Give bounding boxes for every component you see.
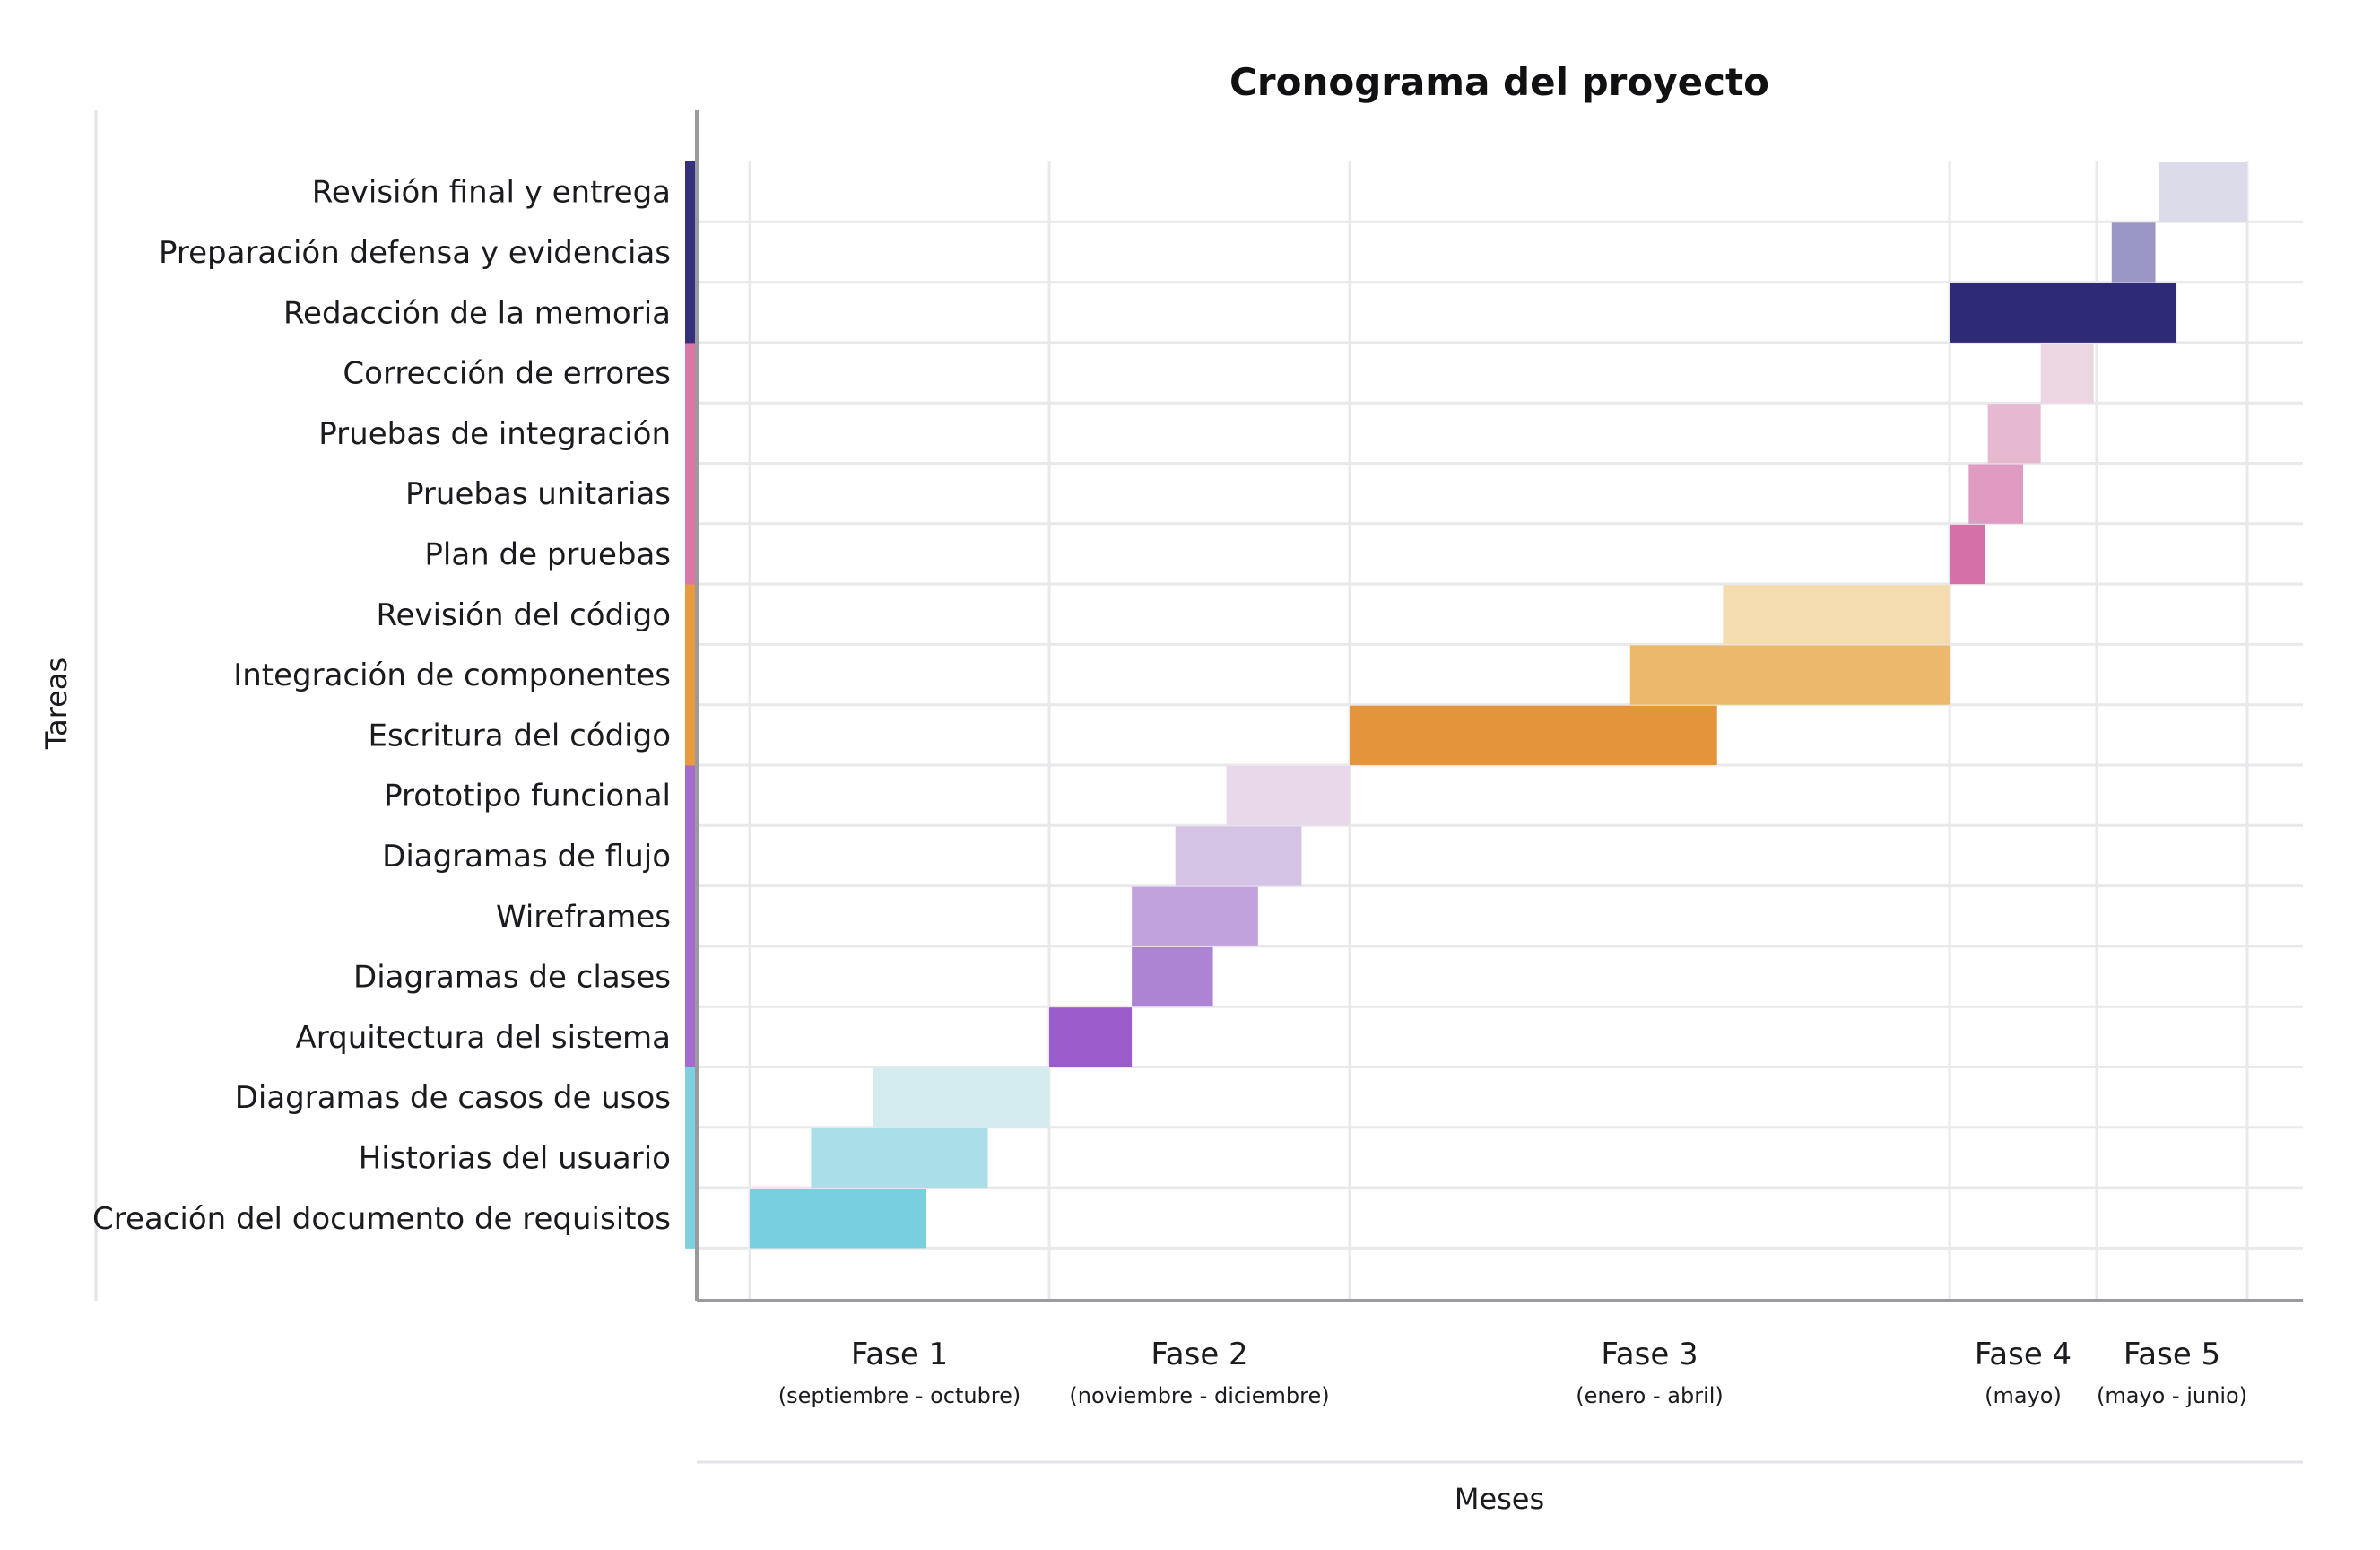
task-bar [872, 1067, 1049, 1128]
task-label: Preparación defensa y evidencias [159, 235, 671, 271]
task-label: Wireframes [496, 899, 671, 935]
task-bar [811, 1128, 988, 1189]
task-bar [1350, 705, 1717, 765]
task-bar [1175, 826, 1302, 886]
task-label: Arquitectura del sistema [296, 1020, 672, 1056]
group-marker [685, 1188, 697, 1249]
group-marker [685, 222, 697, 283]
task-label: Diagramas de casos de usos [235, 1080, 671, 1116]
group-marker [685, 282, 697, 344]
phase-sublabel: (noviembre - diciembre) [1069, 1383, 1329, 1408]
task-bar [2158, 162, 2247, 222]
task-label: Corrección de errores [343, 356, 671, 392]
task-bar [1226, 766, 1350, 826]
phase-label: Fase 5 [2124, 1337, 2220, 1372]
group-marker [685, 342, 697, 404]
task-bar [1132, 946, 1213, 1007]
task-label: Pruebas unitarias [405, 476, 671, 512]
group-marker [685, 945, 697, 1007]
y-axis-title: Tareas [39, 657, 74, 750]
phase-label: Fase 2 [1151, 1337, 1247, 1372]
task-bar [2111, 222, 2156, 283]
group-marker [685, 765, 697, 826]
task-label: Revisión final y entrega [312, 175, 671, 211]
task-bar [1629, 645, 1950, 705]
task-label: Creación del documento de requisitos [92, 1201, 671, 1237]
phase-labels: Fase 1 (septiembre - octubre) Fase 2 (novie… [778, 1337, 2247, 1408]
task-label: Pruebas de integración [318, 416, 671, 452]
group-color-markers [685, 161, 697, 1249]
group-marker [685, 704, 697, 766]
task-bar [2040, 343, 2094, 404]
phase-label: Fase 4 [1975, 1337, 2072, 1372]
task-label: Redacción de la memoria [283, 295, 671, 331]
group-marker [685, 885, 697, 947]
task-bar [1987, 404, 2041, 464]
phase-sublabel: (mayo - junio) [2097, 1383, 2247, 1408]
axes [94, 110, 2303, 1464]
phase-sublabel: (mayo) [1985, 1383, 2062, 1408]
group-marker [685, 523, 697, 585]
phase-sublabel: (enero - abril) [1576, 1383, 1724, 1408]
task-bar [1132, 886, 1258, 946]
group-marker [685, 584, 697, 645]
x-axis-title: Meses [1455, 1482, 1544, 1516]
task-bar [1968, 464, 2023, 524]
task-labels: Creación del documento de requisitos Hist… [92, 175, 671, 1237]
group-marker [685, 1127, 697, 1189]
group-marker [685, 463, 697, 525]
group-marker [685, 403, 697, 464]
group-marker [685, 644, 697, 706]
task-bar [1049, 1007, 1133, 1067]
task-label: Diagramas de clases [353, 960, 671, 996]
group-marker [685, 161, 697, 222]
task-label: Escritura del código [369, 718, 671, 753]
task-label: Integración de componentes [233, 657, 671, 693]
group-marker [685, 1006, 697, 1067]
task-bar [1950, 524, 1985, 585]
task-bar [1950, 283, 2177, 343]
task-label: Historias del usuario [359, 1140, 671, 1176]
task-label: Revisión del código [376, 597, 671, 633]
task-label: Diagramas de flujo [382, 839, 671, 875]
gridlines [697, 161, 2303, 1301]
phase-label: Fase 3 [1601, 1337, 1698, 1372]
phase-label: Fase 1 [851, 1337, 948, 1372]
task-label: Prototipo funcional [384, 779, 671, 814]
task-bar [1723, 585, 1950, 645]
task-label: Plan de pruebas [424, 536, 671, 572]
chart-title: Cronograma del proyecto [1229, 60, 1769, 104]
task-bar [750, 1189, 927, 1249]
group-marker [685, 1067, 697, 1128]
group-marker [685, 825, 697, 887]
task-bars [750, 162, 2247, 1249]
phase-sublabel: (septiembre - octubre) [778, 1383, 1021, 1408]
